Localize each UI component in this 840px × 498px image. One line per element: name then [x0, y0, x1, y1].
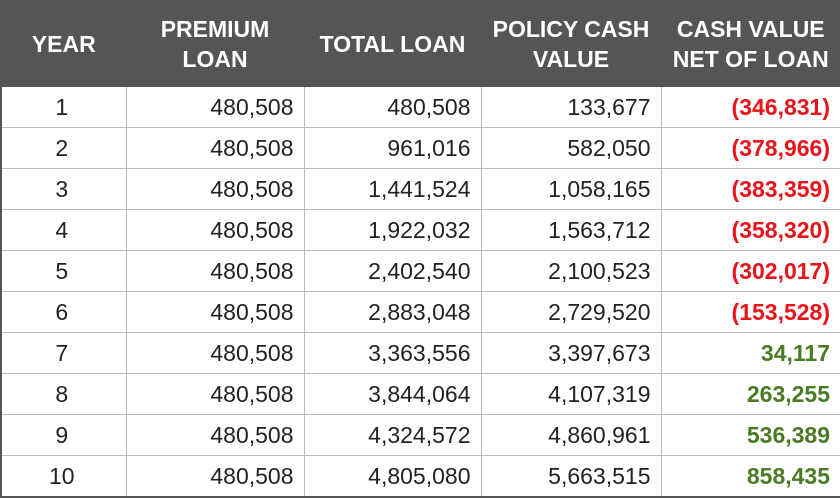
table-cell: (153,528)	[660, 291, 840, 333]
column-header: POLICY CASH VALUE	[480, 0, 662, 87]
table-cell: 4,324,572	[303, 414, 482, 456]
table-cell: (302,017)	[660, 250, 840, 292]
column-header: TOTAL LOAN	[303, 0, 482, 87]
table-cell: 3,397,673	[480, 332, 662, 374]
table-cell: 34,117	[660, 332, 840, 374]
table-cell: 480,508	[125, 455, 305, 498]
table-cell: 5,663,515	[480, 455, 662, 498]
table-cell: 3,844,064	[303, 373, 482, 415]
table-row: 8 480,508 3,844,064 4,107,319 263,255	[0, 373, 840, 415]
table-cell: (383,359)	[660, 168, 840, 210]
table-cell: 263,255	[660, 373, 840, 415]
table-cell: 1,922,032	[303, 209, 482, 251]
column-header: PREMIUM LOAN	[125, 0, 305, 87]
table-cell: 480,508	[125, 86, 305, 128]
table-cell: 8	[0, 373, 127, 415]
table-cell: 536,389	[660, 414, 840, 456]
table-cell: 480,508	[125, 291, 305, 333]
table-cell: 480,508	[125, 332, 305, 374]
table-row: 5 480,508 2,402,540 2,100,523 (302,017)	[0, 250, 840, 292]
table-cell: 1,058,165	[480, 168, 662, 210]
column-header: CASH VALUE NET OF LOAN	[660, 0, 840, 87]
table-cell: 2	[0, 127, 127, 169]
table-row: 7 480,508 3,363,556 3,397,673 34,117	[0, 332, 840, 374]
table-cell: 480,508	[125, 209, 305, 251]
table-cell: 5	[0, 250, 127, 292]
table-cell: 858,435	[660, 455, 840, 498]
table-cell: 2,402,540	[303, 250, 482, 292]
table-cell: 1	[0, 86, 127, 128]
table-row: 4 480,508 1,922,032 1,563,712 (358,320)	[0, 209, 840, 251]
table-cell: 961,016	[303, 127, 482, 169]
table-cell: 9	[0, 414, 127, 456]
header-row: YEAR PREMIUM LOAN TOTAL LOAN POLICY CASH VA…	[0, 0, 840, 87]
table-cell: 6	[0, 291, 127, 333]
table-cell: 480,508	[125, 168, 305, 210]
table-cell: 582,050	[480, 127, 662, 169]
table-cell: (378,966)	[660, 127, 840, 169]
table-cell: 1,441,524	[303, 168, 482, 210]
table-cell: 3	[0, 168, 127, 210]
column-header: YEAR	[0, 0, 127, 87]
table-cell: 10	[0, 455, 127, 498]
table-row: 2 480,508 961,016 582,050 (378,966)	[0, 127, 840, 169]
table-cell: 480,508	[125, 250, 305, 292]
table-row: 10 480,508 4,805,080 5,663,515 858,435	[0, 455, 840, 498]
table-cell: 480,508	[125, 373, 305, 415]
table-cell: 1,563,712	[480, 209, 662, 251]
table-cell: 480,508	[303, 86, 482, 128]
table-cell: 3,363,556	[303, 332, 482, 374]
table-row: 6 480,508 2,883,048 2,729,520 (153,528)	[0, 291, 840, 333]
table-cell: 480,508	[125, 127, 305, 169]
table-cell: 7	[0, 332, 127, 374]
table-cell: 4,805,080	[303, 455, 482, 498]
table-cell: 2,883,048	[303, 291, 482, 333]
table-row: 3 480,508 1,441,524 1,058,165 (383,359)	[0, 168, 840, 210]
table-cell: 4,107,319	[480, 373, 662, 415]
table-row: 9 480,508 4,324,572 4,860,961 536,389	[0, 414, 840, 456]
table-cell: 2,100,523	[480, 250, 662, 292]
table-cell: 4	[0, 209, 127, 251]
table-cell: 2,729,520	[480, 291, 662, 333]
table-body: 1 480,508 480,508 133,677 (346,831) 2 480,508 9…	[0, 86, 840, 498]
table-cell: 4,860,961	[480, 414, 662, 456]
table-cell: (358,320)	[660, 209, 840, 251]
table-cell: (346,831)	[660, 86, 840, 128]
table-row: 1 480,508 480,508 133,677 (346,831)	[0, 86, 840, 128]
table-cell: 480,508	[125, 414, 305, 456]
table-cell: 133,677	[480, 86, 662, 128]
